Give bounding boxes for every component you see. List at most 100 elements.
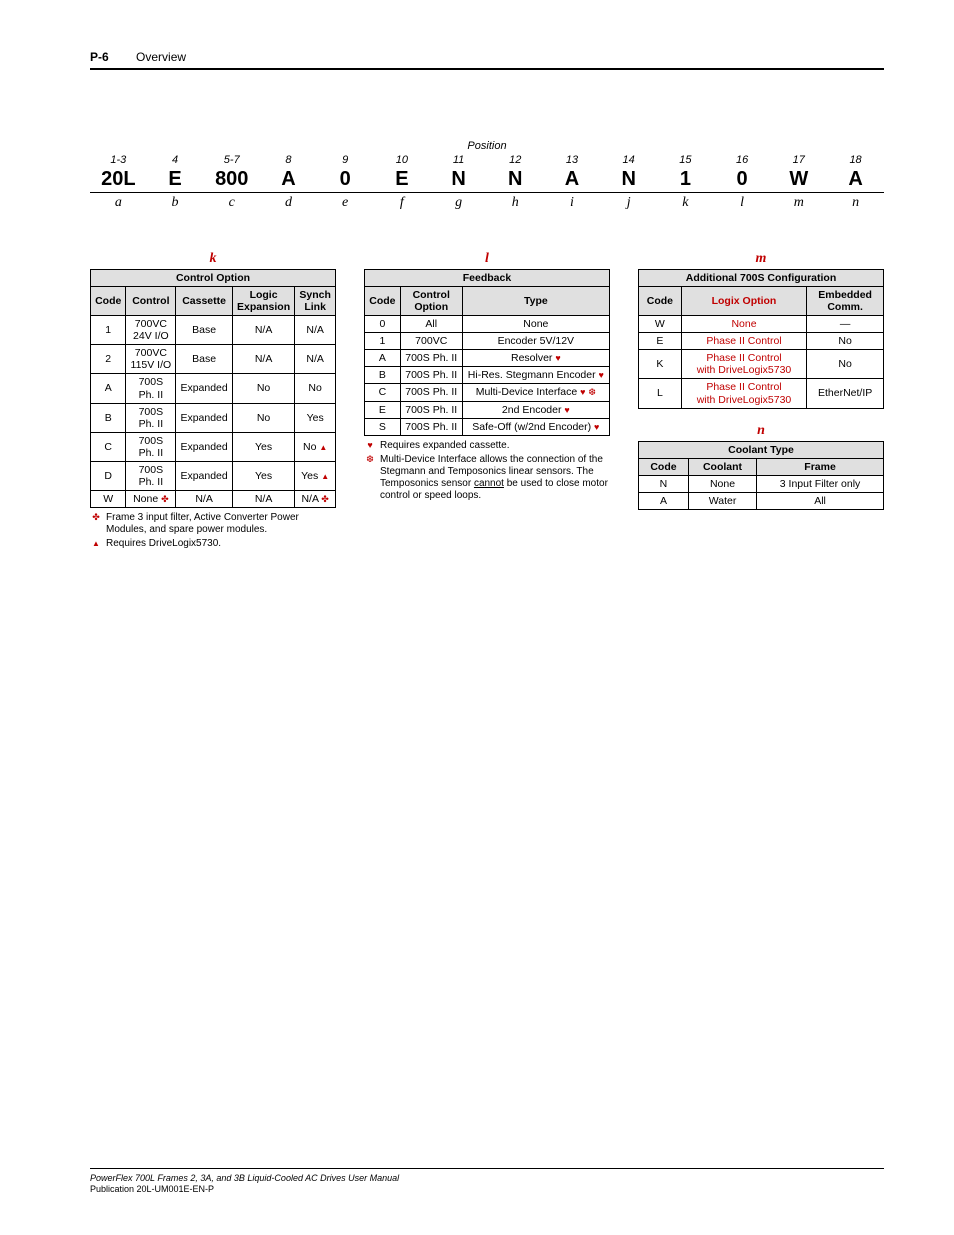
table-cell: N [639, 475, 689, 492]
table-cell: B [365, 367, 401, 384]
pos-cell: W [770, 168, 827, 193]
tbl-m-letter: m [638, 251, 884, 267]
col-header: Coolant [688, 458, 756, 475]
table-cell: 700VC [400, 333, 462, 350]
table-cell: 2nd Encoder [462, 401, 609, 418]
table-cell: K [639, 350, 682, 379]
footnote: Requires expanded cassette. [364, 440, 610, 452]
table-cell: No [232, 374, 294, 403]
col-header: Logix Option [681, 287, 807, 316]
table-cell: None [126, 490, 176, 507]
table-cell: No [807, 350, 884, 379]
table-cell: No [232, 403, 294, 432]
table-row: 1700VC24V I/OBaseN/AN/A [91, 316, 336, 345]
table-additional-config: Additional 700S Configuration CodeLogix … [638, 269, 884, 409]
pos-cell: 1 [657, 168, 714, 193]
table-cell: 1 [91, 316, 126, 345]
table-cell: Water [688, 492, 756, 509]
table-cell: EtherNet/IP [807, 379, 884, 408]
pos-cell: h [487, 193, 544, 212]
col-header: LogicExpansion [232, 287, 294, 316]
table-row: EPhase II ControlNo [639, 333, 884, 350]
table-row: 1700VCEncoder 5V/12V [365, 333, 610, 350]
tbl-k-letter: k [90, 251, 336, 267]
table-cell: 700S Ph. II [400, 384, 462, 401]
pos-cell: g [430, 193, 487, 212]
col-header: Code [91, 287, 126, 316]
table-cell: N/A [232, 345, 294, 374]
table-row: E700S Ph. II2nd Encoder [365, 401, 610, 418]
table-cell: S [365, 418, 401, 435]
pos-cell: 17 [770, 154, 827, 168]
table-cell: Safe-Off (w/2nd Encoder) [462, 418, 609, 435]
table-row: LPhase II Controlwith DriveLogix5730Ethe… [639, 379, 884, 408]
table-cell: Hi-Res. Stegmann Encoder [462, 367, 609, 384]
table-cell: 700SPh. II [126, 432, 176, 461]
table-row: 2700VC115V I/OBaseN/AN/A [91, 345, 336, 374]
col-header: Code [365, 287, 401, 316]
pos-cell: 13 [544, 154, 601, 168]
pos-cell: a [90, 193, 147, 212]
pos-cell: 11 [430, 154, 487, 168]
pos-cell: 8 [260, 154, 317, 168]
table-cell: Phase II Controlwith DriveLogix5730 [681, 350, 807, 379]
table-cell: C [365, 384, 401, 401]
table-cell: 3 Input Filter only [757, 475, 884, 492]
table-row: NNone3 Input Filter only [639, 475, 884, 492]
pos-cell: 16 [714, 154, 771, 168]
table-cell: No [807, 333, 884, 350]
catalog-position-block: Position 1-345-789101112131415161718 20L… [90, 140, 884, 211]
tbl-m-title: Additional 700S Configuration [639, 270, 884, 287]
table-cell: Base [176, 316, 233, 345]
table-row: AWaterAll [639, 492, 884, 509]
pos-cell: 0 [714, 168, 771, 193]
table-cell: Yes [232, 461, 294, 490]
col-mn: m Additional 700S Configuration CodeLogi… [638, 251, 884, 510]
col-header: EmbeddedComm. [807, 287, 884, 316]
pos-cell: E [147, 168, 204, 193]
table-cell: None [681, 316, 807, 333]
col-header: SynchLink [295, 287, 336, 316]
table-cell: 700VC24V I/O [126, 316, 176, 345]
pos-cell: 14 [600, 154, 657, 168]
footer-manual-title: PowerFlex 700L Frames 2, 3A, and 3B Liqu… [90, 1173, 884, 1184]
pos-cell: E [374, 168, 431, 193]
table-cell: N/A [232, 316, 294, 345]
pos-cell: 0 [317, 168, 374, 193]
pos-cell: N [487, 168, 544, 193]
table-cell: 700SPh. II [126, 461, 176, 490]
pos-cell: d [260, 193, 317, 212]
pos-cell: 18 [827, 154, 884, 168]
table-cell: 700SPh. II [126, 403, 176, 432]
col-header: Cassette [176, 287, 233, 316]
footnote: Multi-Device Interface allows the connec… [364, 454, 610, 502]
table-cell: Phase II Controlwith DriveLogix5730 [681, 379, 807, 408]
table-feedback: Feedback CodeControlOptionType 0AllNone1… [364, 269, 610, 436]
pos-cell: b [147, 193, 204, 212]
table-cell: B [91, 403, 126, 432]
col-k: k Control Option CodeControlCassetteLogi… [90, 251, 336, 552]
table-cell: Base [176, 345, 233, 374]
col-header: Code [639, 458, 689, 475]
table-cell: Expanded [176, 374, 233, 403]
table-cell: No [295, 432, 336, 461]
col-l: l Feedback CodeControlOptionType 0AllNon… [364, 251, 610, 504]
position-table: 1-345-789101112131415161718 20LE800A0ENN… [90, 154, 884, 211]
table-cell: N/A [295, 345, 336, 374]
tbl-n-title: Coolant Type [639, 441, 884, 458]
footnote: Requires DriveLogix5730. [90, 538, 336, 550]
table-row: B700S Ph. IIHi-Res. Stegmann Encoder [365, 367, 610, 384]
table-cell: 2 [91, 345, 126, 374]
col-header: Frame [757, 458, 884, 475]
table-cell: 700S Ph. II [400, 401, 462, 418]
table-cell: No [295, 374, 336, 403]
tbl-l-title: Feedback [365, 270, 610, 287]
page-header: P-6 Overview [90, 50, 884, 70]
table-cell: Expanded [176, 403, 233, 432]
table-cell: W [91, 490, 126, 507]
table-cell: L [639, 379, 682, 408]
tbl-l-letter: l [364, 251, 610, 267]
pos-cell: 4 [147, 154, 204, 168]
table-cell: Encoder 5V/12V [462, 333, 609, 350]
pos-cell: f [374, 193, 431, 212]
